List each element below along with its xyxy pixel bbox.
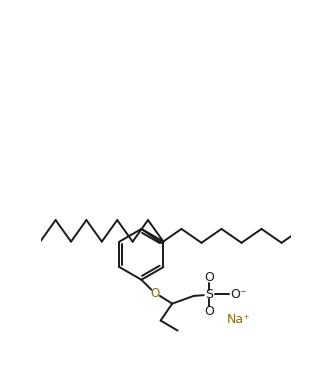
Text: O: O — [204, 271, 214, 284]
Text: O: O — [151, 287, 160, 300]
Text: S: S — [205, 288, 213, 301]
Text: O: O — [204, 305, 214, 318]
Text: Na⁺: Na⁺ — [226, 313, 250, 325]
Text: O⁻: O⁻ — [230, 288, 247, 301]
